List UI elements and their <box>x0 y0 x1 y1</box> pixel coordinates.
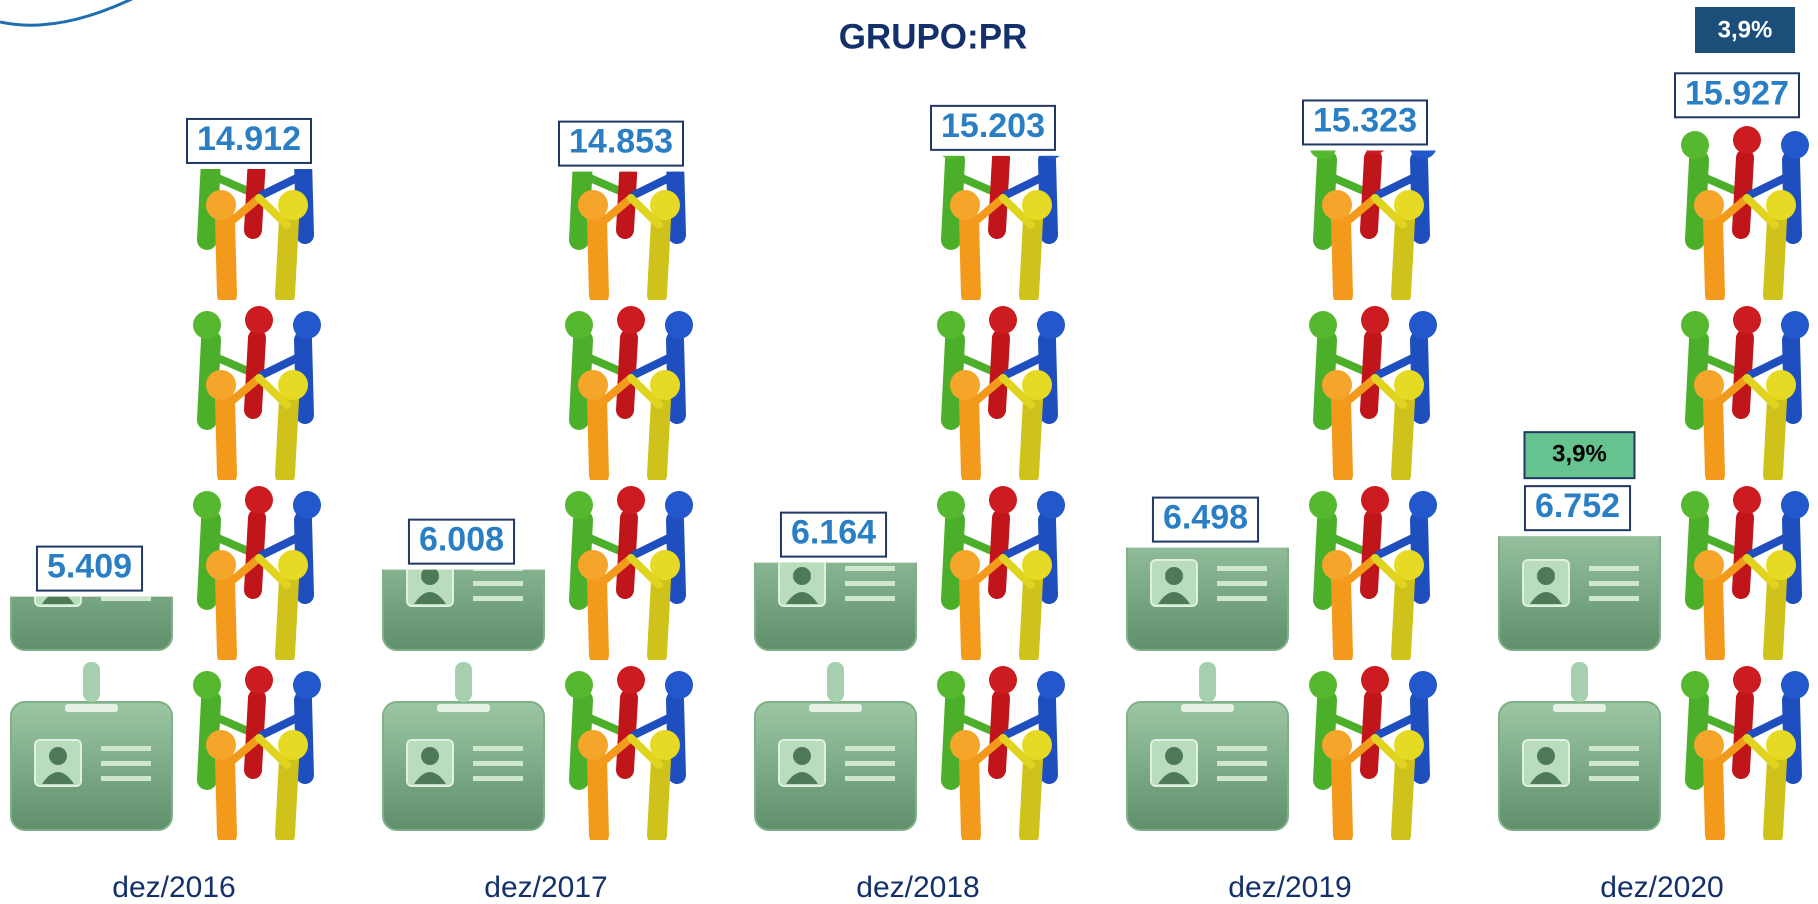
icon <box>754 661 917 831</box>
value-label-box <box>407 518 516 565</box>
icon <box>1681 486 1809 655</box>
value-label: 15.927 <box>1685 74 1789 112</box>
icon <box>1681 306 1809 475</box>
icon <box>1681 126 1809 295</box>
icon <box>937 126 1065 295</box>
x-tick-label: dez/2019 <box>1228 871 1351 904</box>
x-tick-label: dez/2020 <box>1600 871 1723 904</box>
icon <box>1309 666 1437 835</box>
x-tick-label: dez/2018 <box>856 871 979 904</box>
icon <box>1309 486 1437 655</box>
icon <box>1126 661 1289 831</box>
value-label: 14.853 <box>569 123 673 161</box>
icon <box>754 562 917 651</box>
value-label: 14.912 <box>197 120 301 158</box>
people-stack <box>1309 126 1437 835</box>
icon <box>565 666 693 835</box>
value-label: 6.498 <box>1163 499 1248 537</box>
people-stack <box>937 126 1065 835</box>
icon <box>193 306 321 475</box>
card-stack <box>1498 536 1661 831</box>
icon <box>10 661 173 831</box>
value-label-box <box>1302 99 1428 146</box>
value-label-box <box>35 545 144 592</box>
icon <box>193 486 321 655</box>
people-stack <box>1681 126 1809 835</box>
annotation-box <box>1695 7 1795 53</box>
people-stack <box>565 126 693 835</box>
icon <box>565 486 693 655</box>
value-label: 6.752 <box>1535 487 1620 525</box>
x-tick-label: dez/2017 <box>484 871 607 904</box>
annotation: 3,9% <box>1718 16 1773 43</box>
value-label-box <box>930 104 1056 151</box>
icon <box>1309 306 1437 475</box>
icon <box>1309 126 1437 295</box>
chart-title: GRUPO:PR <box>839 17 1028 56</box>
icon <box>382 569 545 651</box>
value-label-box <box>1674 72 1800 119</box>
x-tick-label: dez/2016 <box>112 871 235 904</box>
decor-arc <box>0 0 134 27</box>
icon <box>937 666 1065 835</box>
value-label-box <box>779 511 888 558</box>
value-label: 15.323 <box>1313 101 1417 139</box>
card-stack <box>10 596 173 831</box>
value-label: 6.008 <box>419 521 504 559</box>
value-label-box <box>1151 496 1260 543</box>
value-label-box <box>558 120 684 167</box>
value-label-box <box>186 117 312 164</box>
icon <box>1681 666 1809 835</box>
value-label: 6.164 <box>791 514 876 552</box>
value-label: 5.409 <box>47 548 132 586</box>
annotation-box <box>1523 431 1636 480</box>
value-label: 15.203 <box>941 107 1045 145</box>
icon <box>937 306 1065 475</box>
icon <box>193 666 321 835</box>
people-stack <box>193 126 321 835</box>
value-label-box <box>1523 485 1632 532</box>
icon <box>937 486 1065 655</box>
icon <box>1498 661 1661 831</box>
icon <box>565 306 693 475</box>
annotation: 3,9% <box>1552 441 1607 468</box>
icon <box>382 661 545 831</box>
